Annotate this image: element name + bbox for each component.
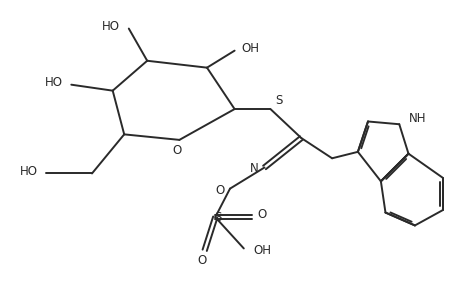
Text: O: O: [257, 208, 266, 221]
Text: S: S: [213, 211, 221, 224]
Text: HO: HO: [102, 20, 120, 33]
Text: HO: HO: [45, 76, 63, 89]
Text: O: O: [197, 254, 207, 267]
Text: S: S: [274, 94, 282, 107]
Text: NH: NH: [408, 112, 425, 125]
Text: OH: OH: [241, 42, 259, 55]
Text: OH: OH: [252, 244, 271, 257]
Text: O: O: [172, 143, 181, 157]
Text: N: N: [249, 162, 258, 175]
Text: HO: HO: [19, 165, 38, 178]
Text: O: O: [215, 184, 224, 196]
